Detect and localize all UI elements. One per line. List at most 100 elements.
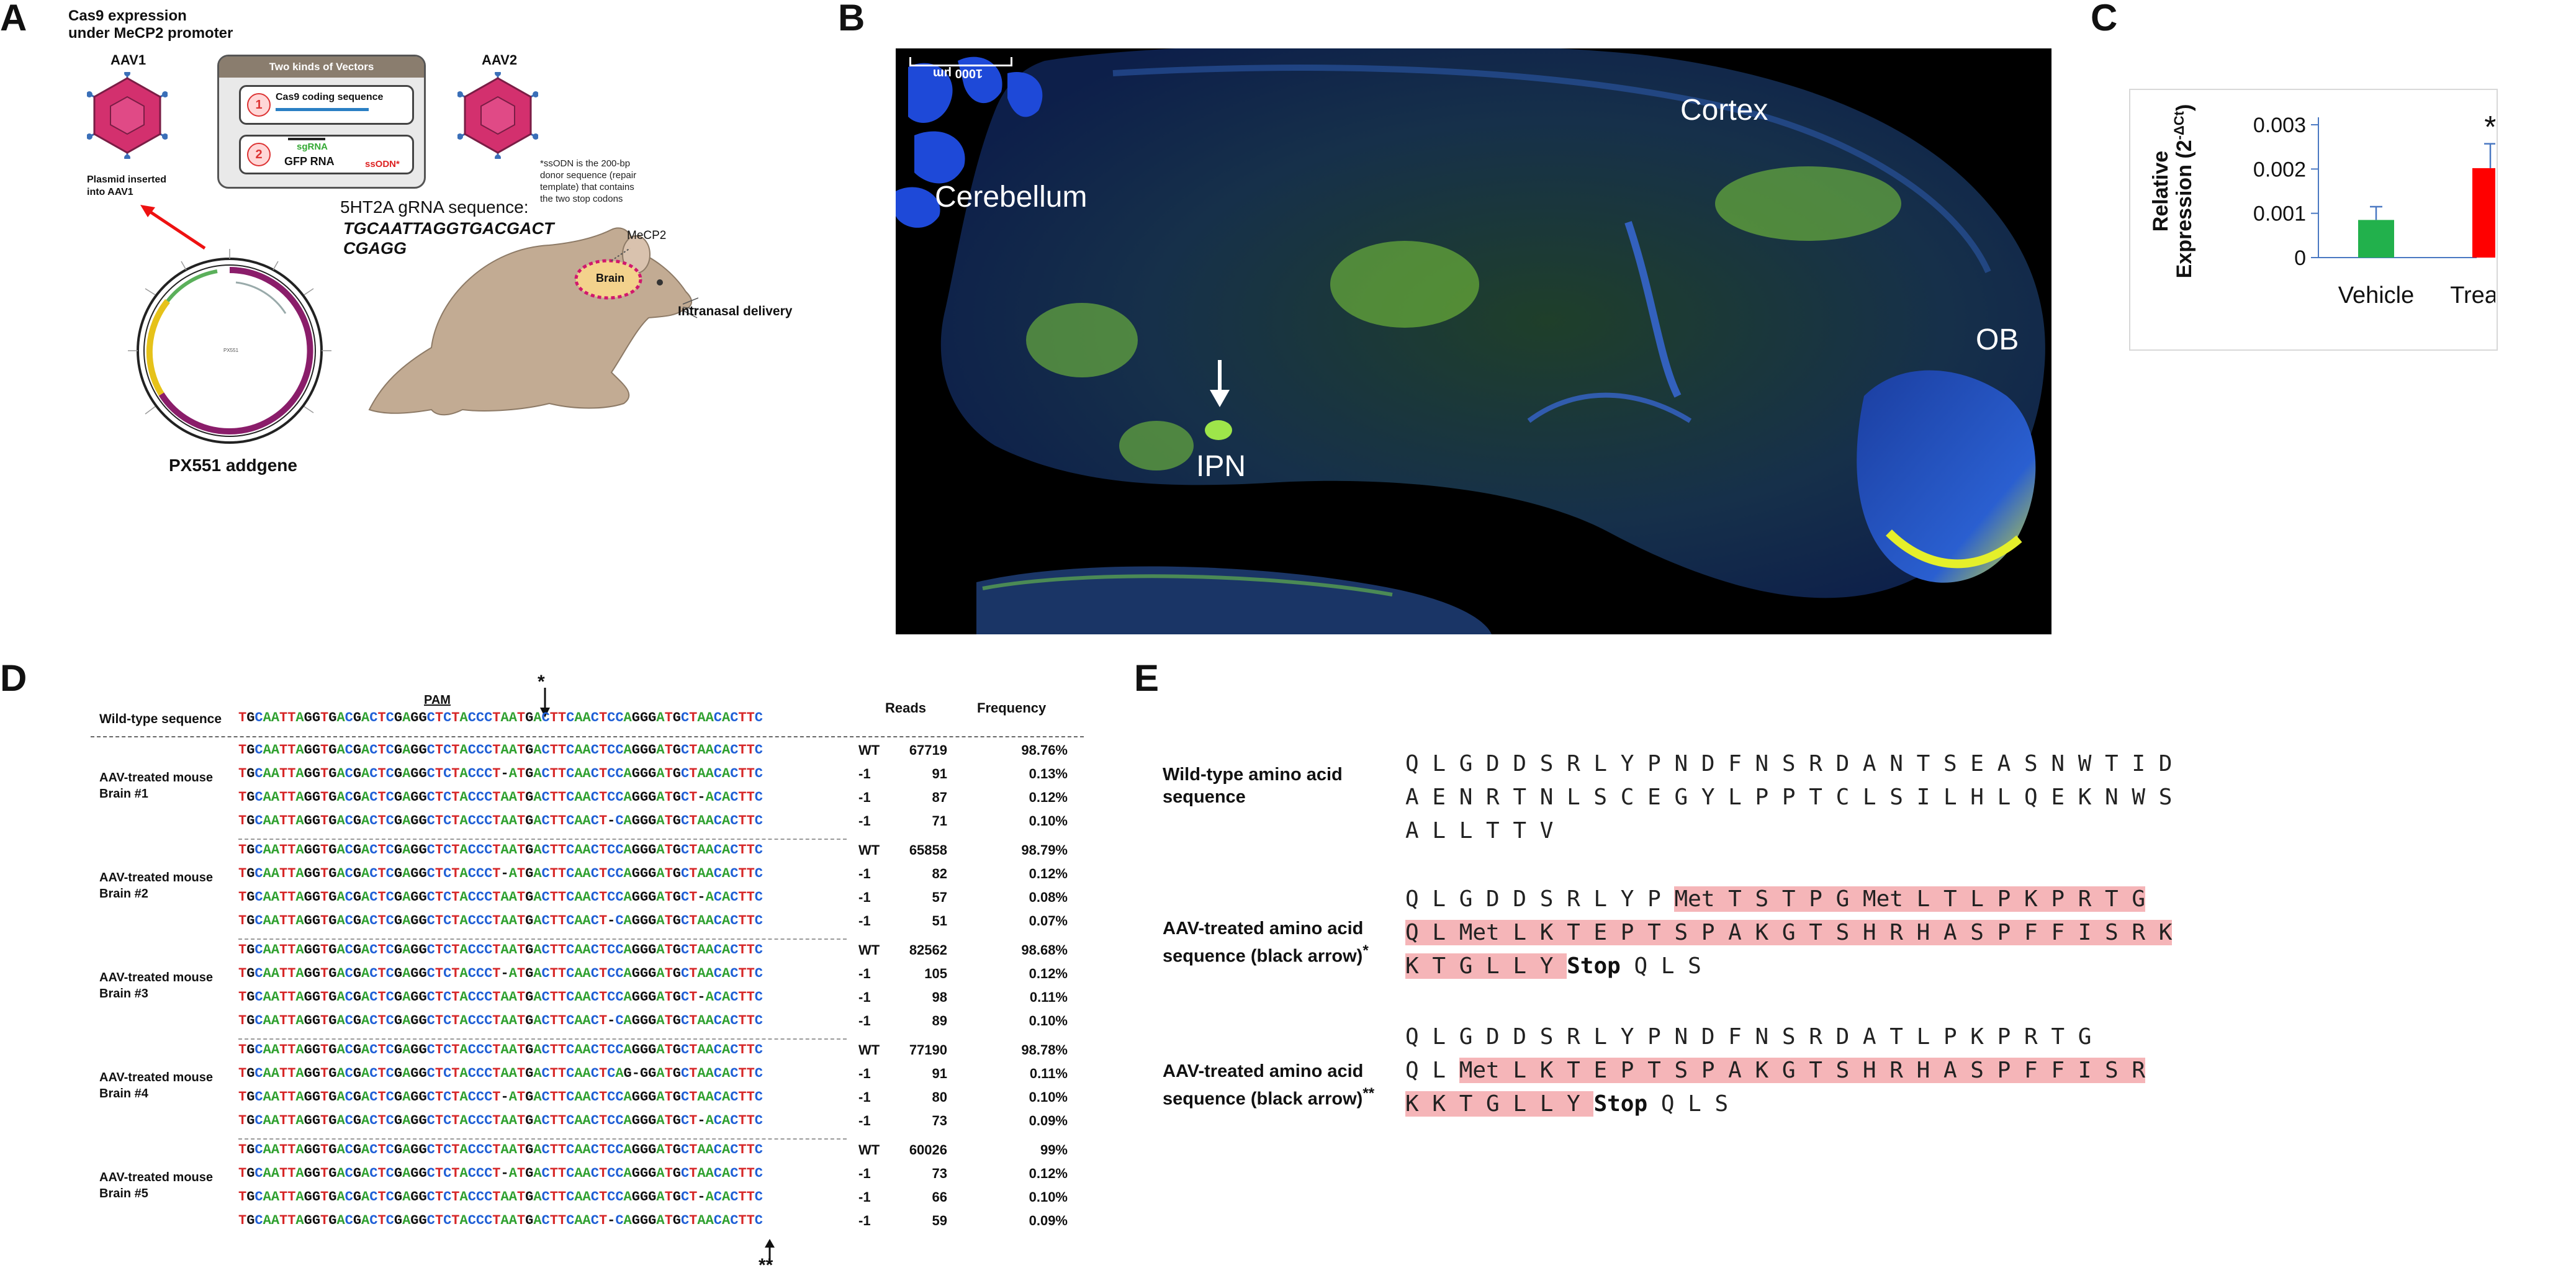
frequency-value: 98.78%: [1021, 1042, 1068, 1058]
read-count: 98: [932, 989, 947, 1005]
mouse-icon: [368, 227, 698, 416]
ipn-label: IPN: [1196, 450, 1246, 483]
edit-type: -1: [858, 813, 871, 829]
group-label: AAV-treated mouse Brain #3: [99, 970, 213, 1002]
read-count: 77190: [909, 1042, 947, 1058]
group-divider: [238, 938, 847, 940]
ssodn-label: ssODN*: [365, 159, 400, 169]
bar-treated: [2472, 168, 2495, 258]
aligned-sequence: TGCAATTAGGTGACGACTCGAGGCTCTACCCTAATGACTT…: [238, 1142, 763, 1158]
aligned-sequence: TGCAATTAGGTGACGACTCGAGGCTCTACCCTAATGACTT…: [238, 742, 763, 758]
frequency-header: Frequency: [977, 700, 1047, 716]
edit-type: -1: [858, 1213, 871, 1228]
edit-type: WT: [858, 1142, 880, 1158]
frequency-value: 98.79%: [1021, 842, 1068, 858]
aav1-virus-icon: [87, 72, 168, 159]
frequency-value: 0.12%: [1029, 966, 1068, 981]
aligned-sequence: TGCAATTAGGTGACGACTCGAGGCTCTACCCTAATGACTT…: [238, 913, 763, 929]
read-count: 66: [932, 1189, 947, 1205]
group-label-line1: AAV-treated mouse: [99, 1071, 214, 1084]
red-arrow-icon: [140, 205, 206, 250]
aligned-sequence: TGCAATTAGGTGACGACTCGAGGCTCTACCCT-ATGACTT…: [238, 966, 763, 981]
header-divider: [91, 736, 1084, 737]
cas9-bar: [276, 108, 369, 111]
treated2-line2-plain: Q L: [1405, 1058, 1459, 1083]
edit-type: -1: [858, 989, 871, 1005]
treated1-line3-end: Q L S: [1620, 953, 1701, 979]
aav2-virus-icon: [457, 72, 538, 159]
frequency-value: 0.12%: [1029, 866, 1068, 881]
aligned-sequence: TGCAATTAGGTGACGACTCGAGGCTCTACCCTAATGACTT…: [238, 842, 763, 858]
treated2-aa-line2: Q L Met L K T E P T S P A K G T S H R H …: [1405, 1058, 2146, 1083]
wt-aa-label: Wild-type amino acid sequence: [1163, 763, 1343, 808]
vector-1: 1 Cas9 coding sequence: [239, 85, 414, 125]
edit-type: -1: [858, 913, 871, 929]
edit-type: WT: [858, 742, 880, 758]
frequency-value: 0.10%: [1029, 1089, 1068, 1105]
panel-a-letter: A: [0, 0, 27, 38]
cas9-title: Cas9 expression under MeCP2 promoter: [68, 7, 233, 42]
edit-type: -1: [858, 790, 871, 805]
treated1-label-line1: AAV-treated amino acid: [1163, 919, 1364, 938]
edit-type: -1: [858, 766, 871, 781]
wt-aa-line2: A E N R T N L S C E G Y L P P T C L S I …: [1405, 785, 2173, 810]
group-label-line2: Brain #1: [99, 787, 148, 801]
frequency-value: 0.09%: [1029, 1113, 1068, 1128]
y-tick-label: 0: [2294, 246, 2306, 270]
ssodn-note: *ssODN is the 200-bp donor sequence (rep…: [540, 158, 637, 204]
frequency-value: 98.76%: [1021, 742, 1068, 758]
y-tick-label: 0.001: [2253, 202, 2306, 226]
read-count: 65858: [909, 842, 947, 858]
panel-e-letter: E: [1134, 657, 1160, 699]
treated2-stop: Stop: [1593, 1091, 1648, 1117]
read-count: 60026: [909, 1142, 947, 1158]
wt-sequence-label: Wild-type sequence: [99, 712, 222, 726]
plasmid-inserted-line2: into AAV1: [87, 187, 133, 197]
treated2-aa-line1: Q L G D D S R L Y P N D F N S R D A T L …: [1405, 1024, 2092, 1050]
aligned-sequence: TGCAATTAGGTGACGACTCGAGGCTCTACCCTAATGACTT…: [238, 813, 763, 829]
frequency-value: 0.11%: [1029, 1066, 1068, 1081]
frequency-value: 0.08%: [1029, 889, 1068, 905]
brain-section-drawing: [896, 48, 2045, 634]
y-axis-label-end: ): [2173, 104, 2196, 111]
treated2-line2-highlight: Met L K T E P T S P A K G T S H R H A S …: [1459, 1058, 2146, 1083]
y-tick-label: 0.002: [2253, 158, 2306, 181]
bottom-star: **: [759, 1255, 773, 1276]
treated1-aa-line2: Q L Met L K T E P T S P A K G T S H R H …: [1405, 920, 2173, 945]
x-tick-label: Treated: [2450, 282, 2495, 308]
brain-label: Brain: [596, 272, 625, 284]
aligned-sequence: TGCAATTAGGTGACGACTCGAGGCTCTACCCT-ATGACTT…: [238, 766, 763, 781]
edit-type: -1: [858, 1013, 871, 1028]
group-label-line1: AAV-treated mouse: [99, 871, 214, 884]
edit-type: -1: [858, 1113, 871, 1128]
group-label-line1: AAV-treated mouse: [99, 971, 214, 984]
gfp-label: GFP RNA: [284, 155, 335, 168]
read-count: 105: [924, 966, 947, 981]
vector-1-label: Cas9 coding sequence: [276, 92, 384, 102]
treated1-line1-plain: Q L G D D S R L Y P: [1405, 886, 1675, 912]
group-label-line2: Brain #3: [99, 987, 148, 1001]
aligned-sequence: TGCAATTAGGTGACGACTCGAGGCTCTACCCTAATGACTT…: [238, 1013, 763, 1028]
group-label-line2: Brain #5: [99, 1187, 148, 1200]
treated1-line2-highlight: Q L Met L K T E P T S P A K G T S H R H …: [1405, 920, 2173, 945]
bar-vehicle: [2358, 220, 2394, 258]
treated2-label-line2: sequence (black arrow): [1163, 1089, 1363, 1109]
y-tick-label: 0.003: [2253, 114, 2306, 137]
grna-seq-line2: CGAGG: [343, 239, 407, 258]
svg-text:PX551: PX551: [223, 348, 239, 353]
expression-bar-chart: Relative Expression (2-ΔCt) 0.003 0.002 0.…: [2149, 104, 2495, 308]
group-divider: [238, 1038, 847, 1040]
aligned-sequence: TGCAATTAGGTGACGACTCGAGGCTCTACCCTAATGACTT…: [238, 1042, 763, 1058]
aligned-sequence: TGCAATTAGGTGACGACTCGAGGCTCTACCCTAATGACTT…: [238, 1066, 763, 1081]
y-axis-label-sup: -ΔCt: [2171, 110, 2187, 140]
vectors-box: Two kinds of Vectors 1 Cas9 coding seque…: [217, 55, 426, 189]
read-count: 59: [932, 1213, 947, 1228]
aligned-sequence: TGCAATTAGGTGACGACTCGAGGCTCTACCCTAATGACTT…: [238, 889, 763, 905]
aligned-sequence: TGCAATTAGGTGACGACTCGAGGCTCTACCCTAATGACTT…: [238, 989, 763, 1005]
cas9-title-line2: under MeCP2 promoter: [68, 25, 233, 42]
frequency-value: 0.11%: [1029, 989, 1068, 1005]
read-count: 67719: [909, 742, 947, 758]
panel-b-letter: B: [838, 0, 865, 38]
aav1-label: AAV1: [110, 52, 146, 68]
grna-label: 5HT2A gRNA sequence:: [340, 197, 529, 217]
